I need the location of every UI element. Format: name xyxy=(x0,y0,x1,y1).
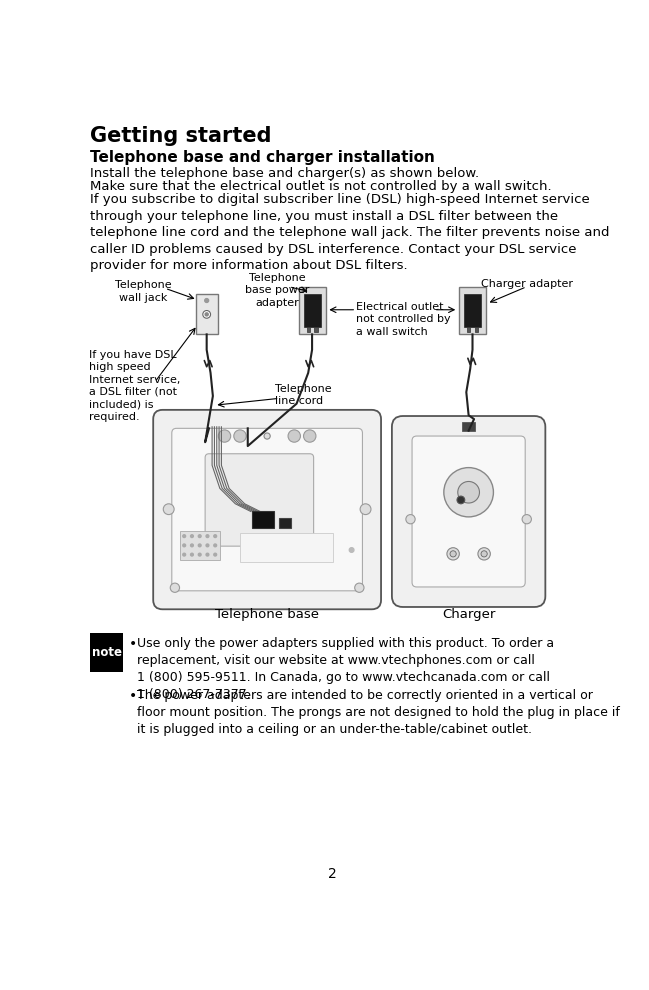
Bar xyxy=(180,531,220,560)
Text: If you subscribe to digital subscriber line (DSL) high-speed Internet service
th: If you subscribe to digital subscriber l… xyxy=(90,193,610,272)
Text: If you have DSL
high speed
Internet service,
a DSL filter (not
included) is
requ: If you have DSL high speed Internet serv… xyxy=(89,349,180,422)
Bar xyxy=(196,294,217,335)
Circle shape xyxy=(191,535,193,538)
Circle shape xyxy=(288,430,300,443)
Circle shape xyxy=(199,553,201,556)
Circle shape xyxy=(191,553,193,556)
Text: Telephone
line cord: Telephone line cord xyxy=(275,384,332,406)
FancyBboxPatch shape xyxy=(392,416,545,607)
Circle shape xyxy=(444,467,493,517)
Bar xyxy=(279,519,291,528)
Text: Getting started: Getting started xyxy=(90,127,272,147)
Bar xyxy=(467,328,470,332)
Circle shape xyxy=(202,311,210,318)
Circle shape xyxy=(183,544,186,546)
Circle shape xyxy=(458,481,480,503)
Circle shape xyxy=(206,553,209,556)
Circle shape xyxy=(214,553,217,556)
Circle shape xyxy=(478,547,491,560)
FancyBboxPatch shape xyxy=(412,436,525,587)
Circle shape xyxy=(481,550,487,557)
Text: Charger: Charger xyxy=(442,608,495,621)
Text: Telephone
wall jack: Telephone wall jack xyxy=(115,280,171,303)
Text: •: • xyxy=(129,689,138,703)
Circle shape xyxy=(214,535,217,538)
Bar xyxy=(90,634,123,671)
FancyBboxPatch shape xyxy=(205,453,313,546)
Circle shape xyxy=(204,299,208,302)
Bar xyxy=(304,294,321,327)
Circle shape xyxy=(206,544,209,546)
Circle shape xyxy=(457,496,465,504)
Circle shape xyxy=(199,535,201,538)
Bar xyxy=(463,422,475,432)
Text: Use only the power adapters supplied with this product. To order a
replacement, : Use only the power adapters supplied wit… xyxy=(137,637,554,701)
Bar xyxy=(459,287,486,335)
Circle shape xyxy=(170,583,180,592)
Text: Make sure that the electrical outlet is not controlled by a wall switch.: Make sure that the electrical outlet is … xyxy=(90,180,552,193)
Text: The power adapters are intended to be correctly oriented in a vertical or
floor : The power adapters are intended to be co… xyxy=(137,689,620,736)
Bar xyxy=(240,533,333,562)
FancyBboxPatch shape xyxy=(172,429,362,591)
Text: note: note xyxy=(92,645,122,659)
Circle shape xyxy=(450,550,456,557)
Circle shape xyxy=(191,544,193,546)
Text: Telephone base and charger installation: Telephone base and charger installation xyxy=(90,149,435,164)
Bar xyxy=(314,328,317,332)
Circle shape xyxy=(406,515,415,524)
Circle shape xyxy=(349,547,354,552)
Text: •: • xyxy=(129,637,138,651)
Circle shape xyxy=(164,504,174,515)
Circle shape xyxy=(205,313,208,316)
Circle shape xyxy=(183,553,186,556)
Circle shape xyxy=(218,430,230,443)
Circle shape xyxy=(206,535,209,538)
Circle shape xyxy=(304,430,316,443)
Bar xyxy=(299,287,326,335)
Text: Electrical outlet
not controlled by
a wall switch: Electrical outlet not controlled by a wa… xyxy=(356,302,451,337)
Bar xyxy=(475,328,478,332)
Text: Charger adapter: Charger adapter xyxy=(481,279,573,289)
Text: Telephone
base power
adapter: Telephone base power adapter xyxy=(245,273,310,308)
Circle shape xyxy=(355,583,364,592)
Bar xyxy=(464,294,481,327)
Circle shape xyxy=(360,504,371,515)
Circle shape xyxy=(447,547,459,560)
Circle shape xyxy=(264,433,270,440)
Text: Telephone base: Telephone base xyxy=(215,608,319,621)
Text: Install the telephone base and charger(s) as shown below.: Install the telephone base and charger(s… xyxy=(90,167,480,180)
Bar xyxy=(252,511,274,528)
Circle shape xyxy=(214,544,217,546)
Circle shape xyxy=(199,544,201,546)
Circle shape xyxy=(234,430,246,443)
Bar xyxy=(306,328,310,332)
FancyBboxPatch shape xyxy=(153,410,381,609)
Text: 2: 2 xyxy=(328,867,337,881)
Circle shape xyxy=(522,515,532,524)
Circle shape xyxy=(183,535,186,538)
